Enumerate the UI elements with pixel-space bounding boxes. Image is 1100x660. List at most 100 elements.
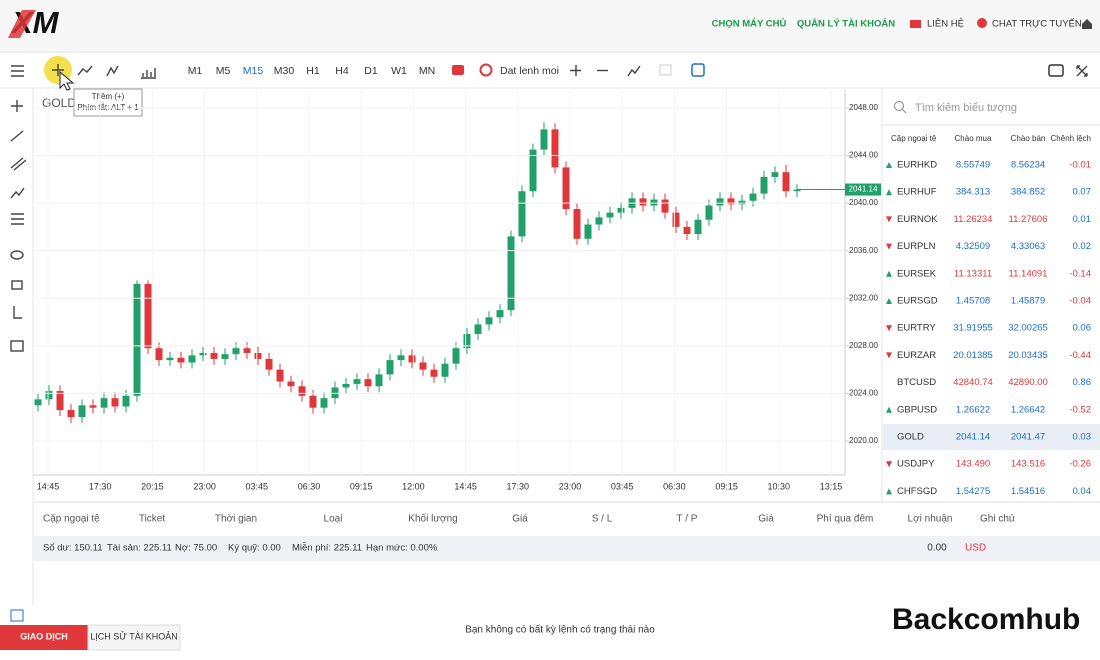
candle-body [430, 369, 438, 377]
add-icon[interactable] [52, 64, 64, 76]
candle-body [210, 352, 218, 359]
tab-active[interactable] [0, 625, 88, 650]
candle-body [144, 283, 152, 349]
nav-link[interactable]: CHAT TRỰC TUYẾN [992, 19, 1082, 30]
candle-body [738, 200, 746, 205]
summary-item: Tài sản: 225.11 [107, 543, 172, 554]
menu-icon[interactable] [11, 65, 24, 77]
notes-icon[interactable] [691, 63, 705, 77]
symbol[interactable]: BTCUSD [897, 377, 936, 388]
symbol[interactable]: USDJPY [897, 459, 935, 470]
summary-item: Số dư: 150.11 [43, 543, 103, 554]
zoom-in[interactable] [570, 65, 581, 76]
candle-body [122, 395, 130, 407]
timeframe[interactable]: M1 [188, 65, 203, 77]
tab-label[interactable]: GIAO DỊCH [20, 631, 68, 641]
indicator-icon[interactable] [627, 65, 641, 77]
x-tick-label: 09:15 [350, 481, 373, 491]
tab[interactable] [87, 624, 181, 651]
down-arrow [886, 243, 892, 250]
symbol[interactable]: EURHKD [897, 160, 937, 171]
symbol[interactable]: CHFSGD [897, 486, 937, 497]
bid: 8.55749 [956, 160, 990, 171]
candle-body [56, 391, 64, 411]
x-tick-label: 03:45 [611, 481, 634, 491]
nav-link[interactable]: CHỌN MÁY CHỦ [712, 18, 787, 30]
watermark: Backcomhub [892, 603, 1080, 636]
down-arrow [886, 352, 892, 359]
timeframe[interactable]: MN [419, 65, 435, 77]
calendar-icon[interactable] [10, 609, 24, 622]
candle-body [518, 191, 526, 237]
symbol[interactable]: EURZAR [897, 350, 936, 361]
bars-icon[interactable] [141, 68, 156, 79]
candle-body [463, 333, 471, 349]
timeframe[interactable]: M5 [216, 65, 231, 77]
order-button[interactable]: Dat lenh moi [500, 65, 559, 77]
candle-body [496, 310, 504, 318]
home-icon[interactable] [1082, 19, 1092, 29]
candle-body [298, 386, 306, 396]
column-header: Giá [512, 514, 528, 525]
calendar-icon[interactable] [659, 64, 672, 76]
symbol[interactable]: EURSGD [897, 296, 938, 307]
symbol[interactable]: EURPLN [897, 241, 936, 252]
symbol[interactable]: EURSEK [897, 268, 937, 279]
ask: 11.27606 [1009, 214, 1048, 225]
column-header: S / L [592, 514, 613, 525]
y-tick-label: 2032.00 [849, 293, 878, 302]
ask: 2041.47 [1011, 432, 1045, 443]
camera-icon[interactable] [1048, 64, 1064, 77]
bid: 20.01385 [953, 350, 993, 361]
candle-body [276, 369, 284, 382]
bid: 384.313 [956, 187, 990, 198]
timeframe[interactable]: W1 [391, 65, 407, 77]
column-header: Phí qua đêm [817, 514, 874, 525]
ask: 32.00265 [1008, 323, 1048, 334]
column-header: Thời gian [215, 514, 257, 525]
bid: 1.54275 [956, 486, 990, 497]
summary-item: Hạn mức: 0.00% [366, 543, 438, 554]
candle-body [364, 379, 372, 387]
timeframe[interactable]: H1 [306, 65, 320, 77]
candle-body [309, 395, 317, 408]
timeframe[interactable]: D1 [364, 65, 378, 77]
bid: 11.26234 [954, 214, 993, 225]
candle-body [78, 405, 86, 418]
sidebar-tools[interactable] [10, 100, 27, 352]
symbol[interactable]: GOLD [897, 432, 924, 443]
bid: 42840.74 [953, 377, 993, 388]
candle-body [155, 348, 163, 361]
nav-link[interactable]: LIÊN HỆ [927, 19, 964, 30]
y-tick-label: 2028.00 [849, 341, 878, 350]
curve-icon[interactable] [106, 65, 119, 77]
ask: 384.852 [1011, 187, 1045, 198]
tab-label[interactable]: LỊCH SỬ TÀI KHOẢN [90, 630, 178, 641]
symbol[interactable]: GBPUSD [897, 404, 937, 415]
timeframe[interactable]: H4 [335, 65, 349, 77]
candle-body [683, 226, 691, 235]
search-input[interactable]: Tìm kiếm biểu tượng [915, 102, 1017, 114]
timeframe[interactable]: M30 [274, 65, 295, 77]
symbol[interactable]: EURNOK [897, 214, 938, 225]
fullscreen-icon[interactable] [1076, 65, 1088, 77]
nav-link[interactable]: QUẢN LÝ TÀI KHOẢN [797, 18, 895, 30]
spread: -0.04 [1069, 296, 1091, 307]
symbol[interactable]: EURTRY [897, 323, 936, 334]
symbol[interactable]: EURHUF [897, 187, 937, 198]
summary-item: Miễn phí: 225.11 [292, 543, 362, 554]
down-arrow [886, 216, 892, 223]
candle-body [661, 199, 669, 213]
y-tick-label: 2020.00 [849, 436, 878, 445]
x-tick-label: 20:15 [141, 481, 164, 491]
bid: 143.490 [956, 459, 990, 470]
timeframe[interactable]: M15 [243, 65, 264, 77]
candle-body [353, 379, 361, 384]
bid: 2041.14 [956, 432, 990, 443]
candle-body [760, 176, 768, 194]
line-icon[interactable] [77, 65, 93, 76]
up-arrow [886, 270, 892, 277]
candle-body [474, 324, 482, 334]
candle-body [111, 398, 119, 407]
candle-body [485, 317, 493, 325]
